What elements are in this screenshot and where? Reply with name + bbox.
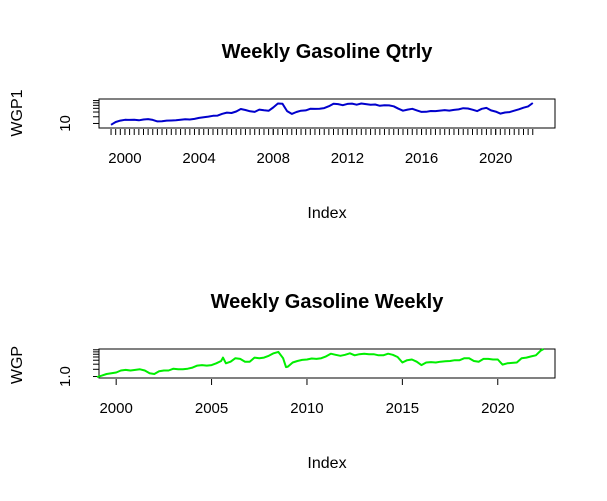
x-axis: 2000 2005 2010 2015 2020 xyxy=(99,379,514,417)
x-tick-label: 2020 xyxy=(479,150,512,167)
y-tick-label: 10 xyxy=(57,115,74,132)
series-line xyxy=(96,348,545,379)
y-axis: 10 xyxy=(57,100,99,132)
y-axis-label: WGP xyxy=(9,346,26,384)
y-axis: 1.0 xyxy=(57,349,99,387)
chart-title: Weekly Gasoline Weekly xyxy=(211,291,445,313)
y-axis-label: WGP1 xyxy=(9,89,26,136)
plot-area xyxy=(98,98,556,129)
x-tick-label: 2008 xyxy=(257,150,290,167)
x-axis-label: Index xyxy=(307,205,346,222)
y-tick-label: 1.0 xyxy=(57,366,74,387)
panel-weekly: Weekly Gasoline Weekly WGP Index 1.0 200… xyxy=(9,291,556,472)
x-tick-label: 2000 xyxy=(108,150,141,167)
x-tick-label: 2000 xyxy=(99,400,132,417)
x-tick-label: 2015 xyxy=(386,400,419,417)
chart-title: Weekly Gasoline Qtrly xyxy=(222,41,434,63)
x-tick-label: 2010 xyxy=(290,400,323,417)
plot-frame xyxy=(98,98,556,129)
plot-area xyxy=(96,348,556,379)
x-tick-label: 2016 xyxy=(405,150,438,167)
plot-frame xyxy=(98,348,556,379)
series-line xyxy=(110,102,534,126)
panel-quarterly: Weekly Gasoline Qtrly WGP1 Index 10 2000… xyxy=(9,41,556,222)
x-tick-label: 2020 xyxy=(481,400,514,417)
x-tick-label: 2012 xyxy=(331,150,364,167)
x-tick-label: 2004 xyxy=(182,150,215,167)
x-tick-label: 2005 xyxy=(195,400,228,417)
x-axis-label: Index xyxy=(307,455,346,472)
x-axis: 2000 2004 2008 2012 2016 2020 xyxy=(108,129,534,167)
